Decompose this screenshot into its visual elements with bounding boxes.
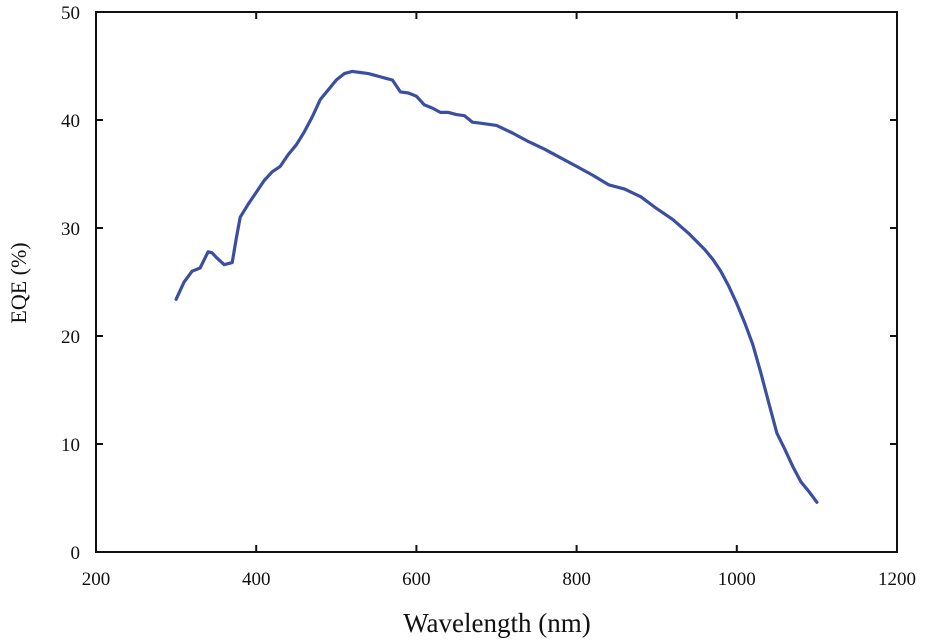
x-axis-title: Wavelength (nm) <box>403 608 591 638</box>
plot-frame <box>95 11 898 553</box>
y-tick-label: 30 <box>61 219 80 240</box>
x-tick-label: 800 <box>562 569 591 590</box>
y-tick-label: 50 <box>61 3 80 24</box>
series-layer <box>174 69 819 504</box>
x-tick-label: 400 <box>242 569 271 590</box>
y-axis-title: EQE (%) <box>6 242 31 323</box>
plot-area <box>95 11 898 553</box>
y-tick-label: 10 <box>61 435 80 456</box>
y-tick-label: 0 <box>71 543 81 564</box>
x-tick-label: 1000 <box>718 569 756 590</box>
x-tick-label: 600 <box>402 569 431 590</box>
y-tick-label: 40 <box>61 111 80 132</box>
x-tick-label: 1200 <box>878 569 916 590</box>
y-tick-label: 20 <box>61 327 80 348</box>
x-tick-label: 200 <box>82 569 111 590</box>
axis-ticks: 200 400 600 800 1000 1200 0 10 20 30 40 50 <box>61 3 916 590</box>
series-line-eqe <box>174 69 819 504</box>
